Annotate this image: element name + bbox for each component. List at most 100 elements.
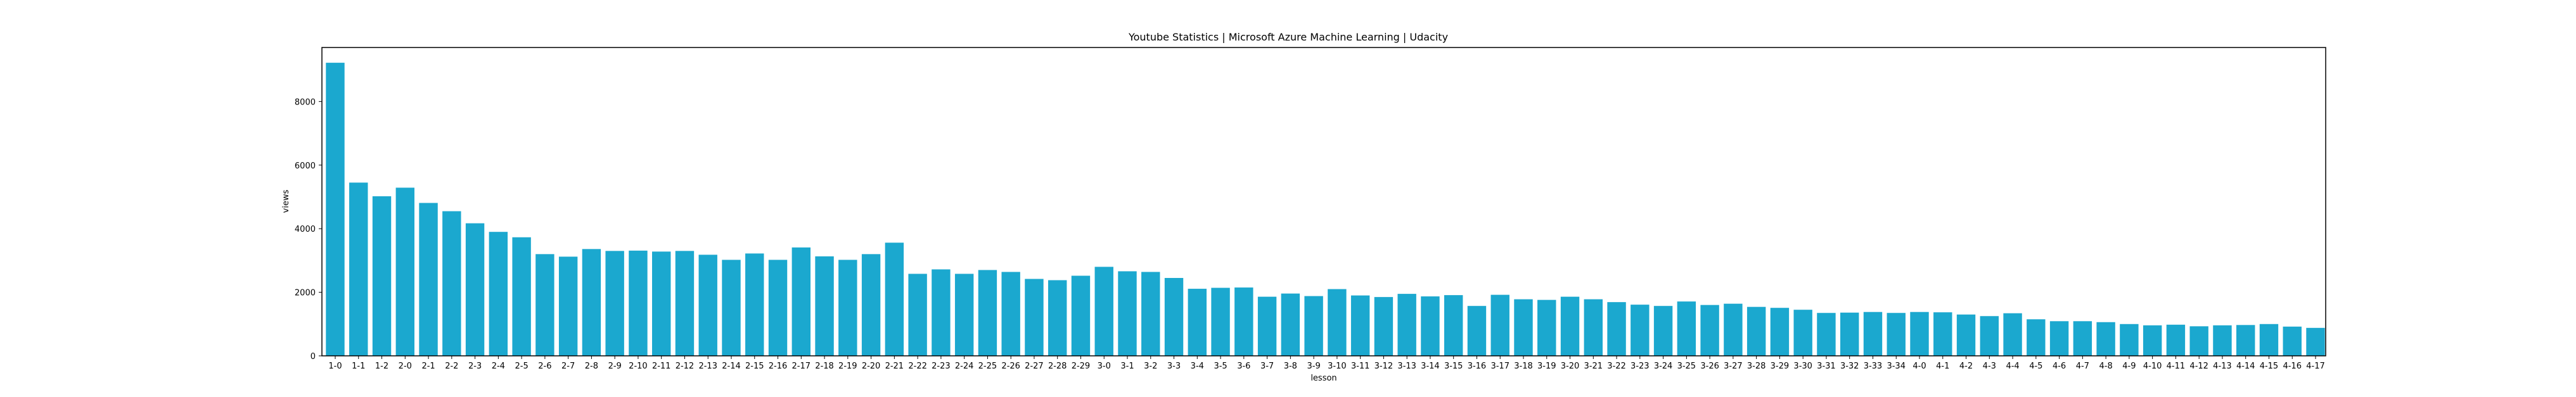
bar-4-7	[2073, 321, 2092, 356]
x-tick-label: 3-32	[1840, 362, 1859, 371]
x-tick-label: 3-14	[1421, 362, 1440, 371]
bar-3-29	[1770, 308, 1790, 356]
x-tick-label: 3-16	[1468, 362, 1487, 371]
bar-3-16	[1467, 306, 1487, 356]
bar-3-24	[1653, 306, 1673, 356]
x-tick-label: 2-8	[585, 362, 598, 371]
x-tick-label: 2-4	[492, 362, 505, 371]
x-tick-label: 3-23	[1631, 362, 1650, 371]
bar-3-9	[1304, 296, 1323, 356]
bar-2-26	[1001, 272, 1020, 356]
bar-3-27	[1724, 303, 1743, 356]
bar-4-6	[2049, 321, 2069, 356]
x-tick-label: 4-16	[2283, 362, 2302, 371]
x-tick-label: 3-20	[1561, 362, 1580, 371]
x-tick-label: 2-15	[745, 362, 764, 371]
bar-1-1	[349, 182, 368, 356]
y-tick-label: 8000	[295, 98, 316, 107]
x-tick-label: 3-7	[1260, 362, 1274, 371]
x-axis-label: lesson	[1310, 374, 1336, 383]
bar-2-7	[558, 256, 578, 356]
bar-2-20	[861, 254, 881, 356]
x-tick-label: 2-17	[792, 362, 811, 371]
x-tick-label: 3-9	[1307, 362, 1321, 371]
bar-3-14	[1421, 296, 1440, 356]
bar-3-4	[1188, 289, 1207, 356]
x-tick-label: 3-0	[1098, 362, 1111, 371]
x-tick-label: 3-21	[1584, 362, 1603, 371]
x-tick-label: 3-30	[1793, 362, 1812, 371]
x-tick-label: 3-3	[1167, 362, 1181, 371]
x-tick-label: 2-7	[561, 362, 575, 371]
bar-2-29	[1071, 275, 1091, 356]
bar-2-27	[1025, 279, 1044, 356]
bar-1-0	[326, 63, 345, 356]
bar-2-16	[768, 260, 788, 356]
bar-2-24	[954, 274, 974, 356]
y-tick-label: 2000	[295, 289, 316, 298]
bar-4-13	[2213, 325, 2232, 356]
bar-2-12	[675, 251, 695, 356]
x-tick-label: 2-21	[885, 362, 904, 371]
x-tick-label: 2-0	[399, 362, 412, 371]
x-tick-label: 2-9	[608, 362, 622, 371]
x-tick-label: 4-15	[2260, 362, 2279, 371]
bar-4-0	[1910, 312, 1929, 356]
bar-4-17	[2306, 327, 2325, 356]
x-tick-label: 3-6	[1237, 362, 1250, 371]
x-tick-label: 2-18	[815, 362, 834, 371]
bar-2-6	[535, 254, 554, 356]
bar-2-25	[978, 270, 997, 356]
x-tick-label: 4-5	[2029, 362, 2042, 371]
bar-2-5	[512, 237, 531, 356]
x-tick-label: 4-13	[2213, 362, 2232, 371]
bar-2-8	[582, 249, 601, 356]
x-tick-label: 2-29	[1072, 362, 1091, 371]
x-tick-label: 3-25	[1677, 362, 1696, 371]
bar-3-22	[1607, 302, 1626, 356]
x-tick-label: 2-6	[538, 362, 551, 371]
x-tick-label: 4-2	[1959, 362, 1973, 371]
y-axis-label: views	[281, 189, 291, 213]
bar-3-6	[1234, 287, 1253, 356]
x-tick-label: 4-12	[2189, 362, 2208, 371]
bar-2-19	[838, 260, 857, 356]
x-tick-label: 3-8	[1284, 362, 1297, 371]
x-tick-label: 3-12	[1375, 362, 1394, 371]
x-tick-label: 4-11	[2167, 362, 2186, 371]
x-tick-label: 1-1	[352, 362, 365, 371]
bar-3-18	[1514, 299, 1533, 356]
x-tick-label: 2-14	[722, 362, 741, 371]
bar-4-3	[1980, 316, 1999, 356]
bar-3-12	[1374, 297, 1394, 356]
bar-4-2	[1956, 314, 1976, 356]
x-tick-label: 3-1	[1120, 362, 1134, 371]
x-tick-label: 2-3	[468, 362, 482, 371]
bar-4-4	[2003, 313, 2022, 356]
x-tick-label: 3-13	[1397, 362, 1416, 371]
x-tick-label: 4-17	[2306, 362, 2325, 371]
x-tick-label: 2-19	[838, 362, 857, 371]
bar-3-21	[1584, 299, 1603, 356]
bar-2-18	[815, 256, 834, 356]
x-tick-label: 4-6	[2053, 362, 2066, 371]
bar-4-9	[2120, 324, 2139, 356]
bar-4-11	[2166, 324, 2186, 356]
x-tick-label: 4-1	[1936, 362, 1949, 371]
bar-2-15	[745, 253, 764, 356]
bar-3-19	[1537, 299, 1556, 356]
x-tick-label: 4-14	[2236, 362, 2255, 371]
bar-3-20	[1560, 296, 1580, 356]
bar-2-4	[489, 232, 508, 356]
x-tick-label: 4-8	[2099, 362, 2113, 371]
x-tick-label: 1-0	[328, 362, 342, 371]
x-tick-label: 2-26	[1001, 362, 1020, 371]
bar-3-8	[1281, 293, 1300, 356]
x-tick-label: 3-31	[1817, 362, 1836, 371]
bar-2-17	[791, 247, 811, 356]
x-tick-label: 2-25	[978, 362, 997, 371]
x-axis-ticks: 1-0 1-1 1-2 2-0 2-1 2-2 2-3 2-4 2-5 2-6 2-7 2-8 2-9 2…	[328, 356, 2325, 371]
x-tick-label: 2-13	[698, 362, 717, 371]
y-tick-label: 0	[311, 352, 316, 362]
